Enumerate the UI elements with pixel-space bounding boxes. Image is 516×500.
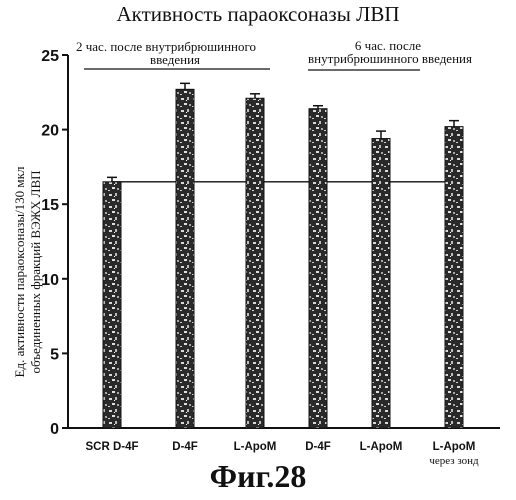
bar (246, 98, 264, 428)
x-category-label: D-4F (172, 441, 198, 453)
x-category-label: SCR D-4F (85, 441, 138, 453)
y-tick-label: 5 (50, 346, 59, 363)
x-category-label: L-ApoM (234, 441, 277, 453)
bar (445, 127, 463, 428)
y-tick-label: 15 (41, 197, 59, 214)
bar (309, 109, 327, 428)
bars (103, 83, 463, 428)
x-category-label: L-ApoM (360, 441, 403, 453)
figure-label: Фиг.28 (0, 458, 516, 495)
x-category-label: D-4F (305, 441, 331, 453)
annotations: 2 час. после внутрибрюшинноговведения6 ч… (76, 38, 472, 70)
y-axis-label: Ед. активности параоксоназы/130 мкл объе… (12, 166, 43, 377)
bar (176, 89, 194, 428)
x-category-label: L-ApoM (433, 441, 476, 453)
y-tick-label: 0 (50, 421, 59, 438)
y-axis-label-line2: объединенных фракций ВЭЖХ ЛВП (28, 170, 43, 373)
y-tick-label: 10 (41, 272, 59, 289)
y-tick-label: 20 (41, 123, 59, 140)
bar (103, 182, 121, 428)
bar (372, 139, 390, 428)
y-axis-label-line1: Ед. активности параоксоназы/130 мкл (12, 166, 27, 377)
annotation-group1-line2: введения (150, 52, 200, 67)
y-tick-label: 25 (41, 48, 59, 65)
annotation-group2-line2: внутрибрюшинного введения (308, 51, 472, 66)
